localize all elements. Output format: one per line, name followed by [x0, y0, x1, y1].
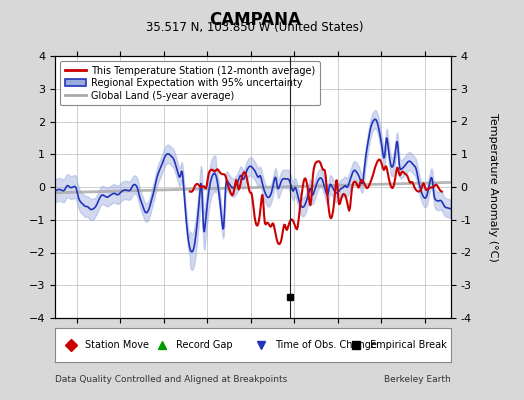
Legend: This Temperature Station (12-month average), Regional Expectation with 95% uncer: This Temperature Station (12-month avera…: [60, 61, 320, 106]
Y-axis label: Temperature Anomaly (°C): Temperature Anomaly (°C): [488, 113, 498, 261]
Text: Station Move: Station Move: [85, 340, 149, 350]
Text: CAMPANA: CAMPANA: [209, 11, 301, 29]
Text: Data Quality Controlled and Aligned at Breakpoints: Data Quality Controlled and Aligned at B…: [55, 375, 287, 384]
Text: Record Gap: Record Gap: [176, 340, 232, 350]
Text: Berkeley Earth: Berkeley Earth: [384, 375, 451, 384]
Text: Empirical Break: Empirical Break: [369, 340, 446, 350]
Text: 35.517 N, 103.850 W (United States): 35.517 N, 103.850 W (United States): [146, 21, 364, 34]
Text: Time of Obs. Change: Time of Obs. Change: [275, 340, 376, 350]
